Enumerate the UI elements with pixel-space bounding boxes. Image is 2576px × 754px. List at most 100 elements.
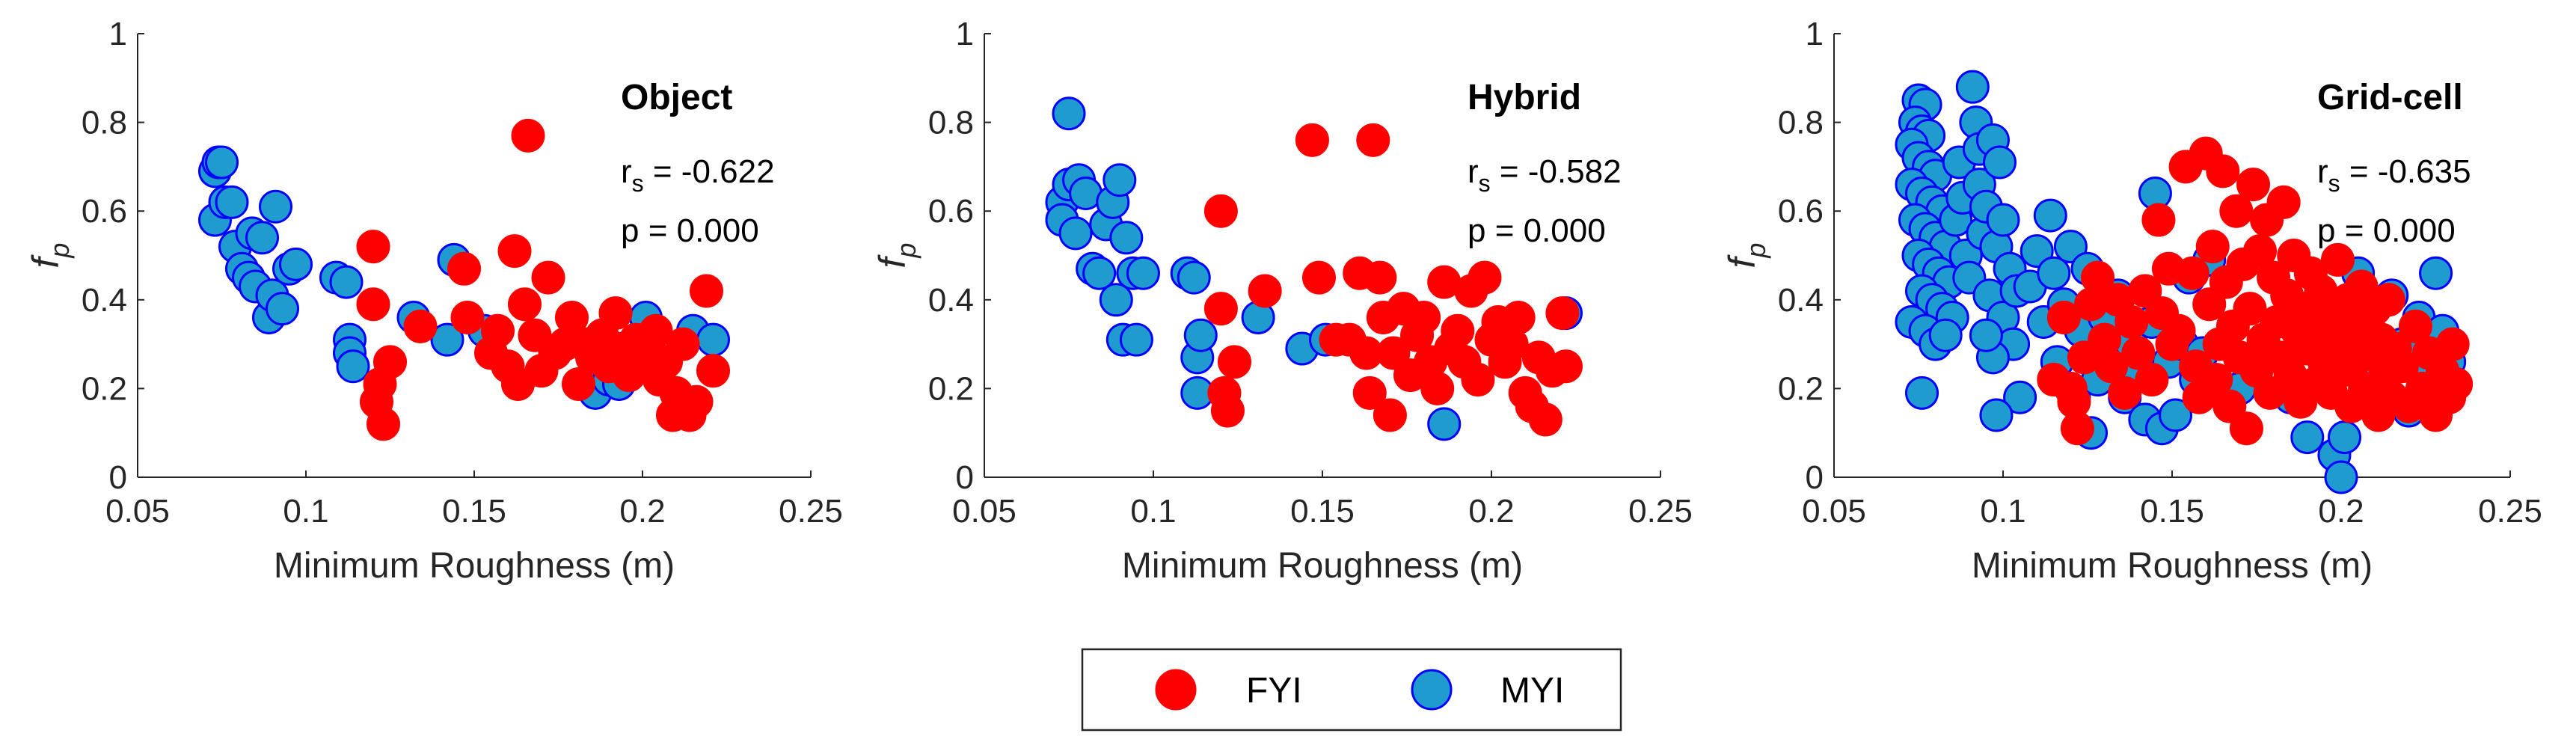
data-point-fyi bbox=[2046, 301, 2081, 335]
data-point-fyi bbox=[2385, 349, 2419, 384]
legend: FYI MYI bbox=[1081, 648, 1622, 732]
data-point-fyi bbox=[598, 296, 633, 331]
data-point-myi bbox=[1126, 256, 1160, 290]
data-point-myi bbox=[1058, 216, 1093, 251]
scatter-panels: 0.05 0.1 0.15 0.2 0.25 0 0.2 0.4 0.6 0.8 1 Minimum … bbox=[25, 16, 2542, 586]
legend-fyi-marker bbox=[1155, 669, 1197, 711]
x-tick-label: 0.15 bbox=[442, 493, 506, 530]
y-axis-label: fp bbox=[871, 243, 921, 269]
data-point-fyi bbox=[1203, 194, 1238, 228]
data-point-myi bbox=[266, 292, 299, 326]
y-tick-label: 0.8 bbox=[1778, 105, 1824, 141]
data-point-myi bbox=[1905, 376, 1939, 410]
data-point-fyi bbox=[690, 274, 723, 308]
x-tick-label: 0.2 bbox=[619, 493, 665, 530]
y-tick-label: 0.4 bbox=[82, 282, 127, 319]
data-point-fyi bbox=[531, 260, 565, 295]
y-tick-label: 1 bbox=[1806, 16, 1824, 52]
data-point-fyi bbox=[1217, 345, 1251, 379]
data-point-fyi bbox=[1468, 260, 1502, 295]
data-point-fyi bbox=[373, 345, 407, 379]
data-point-fyi bbox=[1363, 260, 1397, 295]
data-point-fyi bbox=[1461, 363, 1495, 397]
data-point-myi bbox=[1955, 70, 1990, 104]
y-tick-label: 0.8 bbox=[82, 105, 127, 141]
data-point-fyi bbox=[562, 367, 595, 401]
data-point-fyi bbox=[666, 327, 700, 361]
y-axis-label: fp bbox=[25, 243, 75, 269]
x-tick-label: 0.05 bbox=[952, 493, 1016, 530]
panel-title: Object bbox=[621, 78, 732, 117]
data-point-fyi bbox=[2128, 274, 2162, 308]
data-point-fyi bbox=[2212, 389, 2247, 423]
data-point-fyi bbox=[450, 301, 485, 335]
data-point-fyi bbox=[2141, 203, 2176, 237]
y-tick-label: 0.4 bbox=[928, 282, 974, 319]
data-point-fyi bbox=[2219, 194, 2254, 228]
x-tick-label: 0.2 bbox=[2318, 493, 2364, 530]
y-tick-label: 0.8 bbox=[928, 105, 974, 141]
data-point-fyi bbox=[2435, 327, 2470, 361]
data-point-fyi bbox=[555, 301, 589, 335]
data-point-myi bbox=[215, 185, 249, 219]
data-point-myi bbox=[2324, 460, 2358, 494]
x-tick-label: 0.15 bbox=[1290, 493, 1355, 530]
panel-title: Grid-cell bbox=[2317, 78, 2463, 117]
correlation-value: = -0.622 bbox=[644, 153, 775, 190]
data-point-fyi bbox=[639, 313, 673, 348]
p-value-annotation: p = 0.000 bbox=[2317, 212, 2456, 249]
data-point-myi bbox=[1986, 203, 2020, 237]
panel-grid-cell: 0.05 0.1 0.15 0.2 0.25 0 0.2 0.4 0.6 0.8 1 Minimum … bbox=[1721, 16, 2542, 586]
x-axis-label: Minimum Roughness (m) bbox=[1972, 546, 2373, 586]
x-tick-label: 0.1 bbox=[283, 493, 328, 530]
data-point-fyi bbox=[2195, 230, 2230, 264]
data-point-fyi bbox=[1501, 301, 1536, 335]
data-point-fyi bbox=[2266, 185, 2301, 219]
data-point-fyi bbox=[497, 234, 532, 269]
p-value-annotation: p = 0.000 bbox=[621, 212, 759, 249]
data-point-myi bbox=[2419, 256, 2453, 290]
x-tick-label: 0.25 bbox=[779, 493, 843, 530]
y-tick-label: 0.2 bbox=[82, 370, 127, 407]
data-point-fyi bbox=[1248, 274, 1282, 308]
y-tick-label: 0.6 bbox=[928, 193, 974, 230]
data-point-fyi bbox=[2162, 313, 2196, 348]
data-point-fyi bbox=[2175, 256, 2209, 290]
data-point-fyi bbox=[2199, 363, 2233, 397]
correlation-subscript: s bbox=[2328, 170, 2340, 197]
data-point-fyi bbox=[2081, 260, 2115, 295]
data-point-myi bbox=[2020, 234, 2054, 269]
y-tick-label: 1 bbox=[109, 16, 127, 52]
y-tick-label: 0.2 bbox=[1778, 370, 1824, 407]
correlation-value: = -0.582 bbox=[1491, 153, 1622, 190]
data-point-fyi bbox=[2439, 367, 2474, 401]
data-point-myi bbox=[1052, 96, 1086, 131]
data-point-fyi bbox=[2233, 292, 2267, 326]
x-axis-label: Minimum Roughness (m) bbox=[1122, 546, 1523, 586]
series-fyi bbox=[2037, 136, 2474, 446]
data-point-myi bbox=[1969, 318, 2003, 352]
data-point-fyi bbox=[508, 287, 542, 322]
data-point-myi bbox=[1103, 163, 1137, 197]
correlation-subscript: s bbox=[1479, 170, 1491, 197]
data-point-fyi bbox=[356, 287, 390, 322]
series-fyi bbox=[356, 118, 730, 441]
data-point-fyi bbox=[1352, 376, 1387, 410]
x-tick-label: 0.25 bbox=[2478, 493, 2542, 530]
x-tick-label: 0.15 bbox=[2140, 493, 2204, 530]
series-fyi bbox=[1203, 123, 1583, 437]
data-point-myi bbox=[696, 322, 730, 357]
y-tick-label: 0.6 bbox=[82, 193, 127, 230]
data-point-fyi bbox=[1441, 313, 1475, 348]
data-point-myi bbox=[1082, 256, 1117, 290]
data-point-myi bbox=[430, 322, 464, 357]
x-tick-label: 0.05 bbox=[105, 493, 170, 530]
data-point-myi bbox=[336, 349, 370, 384]
y-tick-label: 1 bbox=[956, 16, 974, 52]
data-point-myi bbox=[1928, 318, 1963, 352]
legend-myi-marker bbox=[1411, 669, 1453, 711]
y-axis-label: fp bbox=[1721, 243, 1771, 269]
data-point-myi bbox=[205, 145, 239, 180]
data-point-fyi bbox=[2135, 363, 2169, 397]
data-point-myi bbox=[2053, 230, 2088, 264]
